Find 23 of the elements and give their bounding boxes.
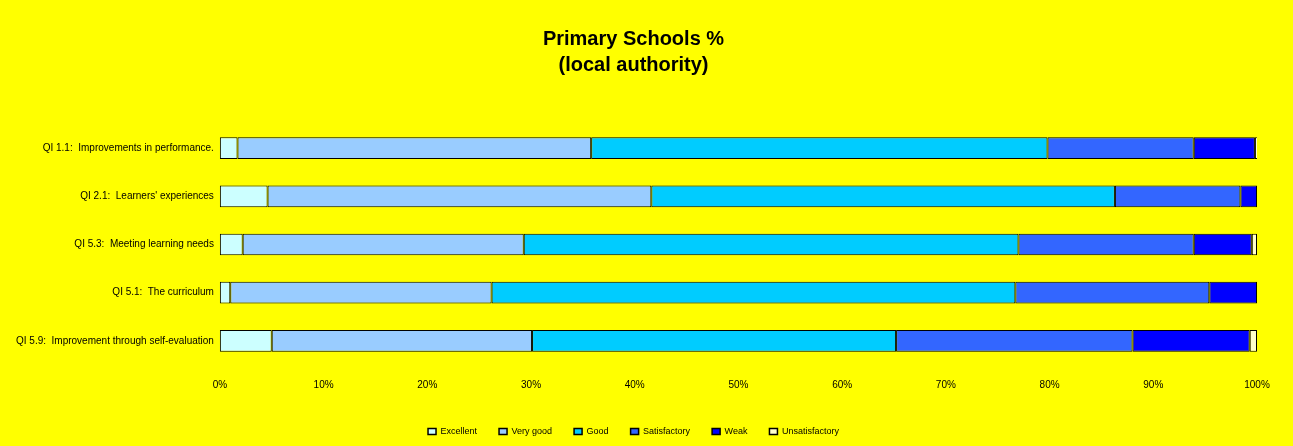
- x-tick-label: 70%: [935, 378, 956, 390]
- legend-label: Weak: [724, 425, 748, 436]
- y-tick-label: QI 5.9: Improvement through self-evaluation: [15, 334, 214, 346]
- legend-label: Very good: [511, 425, 553, 436]
- legend-label: Good: [586, 425, 609, 436]
- x-tick-label: 0%: [212, 378, 228, 390]
- y-tick-label: QI 1.1: Improvements in performance.: [42, 141, 214, 153]
- x-tick-label: 30%: [521, 378, 542, 390]
- x-tick-label: 50%: [728, 378, 749, 390]
- legend-label: Unsatisfactory: [781, 425, 840, 436]
- x-tick-label: 80%: [1039, 378, 1060, 390]
- x-tick-label: 60%: [832, 378, 853, 390]
- y-tick-label: QI 5.1: The curriculum: [112, 286, 214, 298]
- legend-label: Satisfactory: [643, 425, 691, 436]
- x-tick-label: 10%: [313, 378, 334, 390]
- legend-label: Excellent: [440, 425, 478, 436]
- y-tick-label: QI 2.1: Learners' experiences: [80, 190, 214, 202]
- y-tick-label: QI 5.3: Meeting learning needs: [74, 238, 214, 250]
- x-tick-label: 100%: [1244, 378, 1270, 390]
- x-tick-label: 90%: [1143, 378, 1164, 390]
- chart-title: Primary Schools % (local authority): [542, 26, 725, 75]
- x-tick-label: 40%: [624, 378, 645, 390]
- x-tick-label: 20%: [417, 378, 438, 390]
